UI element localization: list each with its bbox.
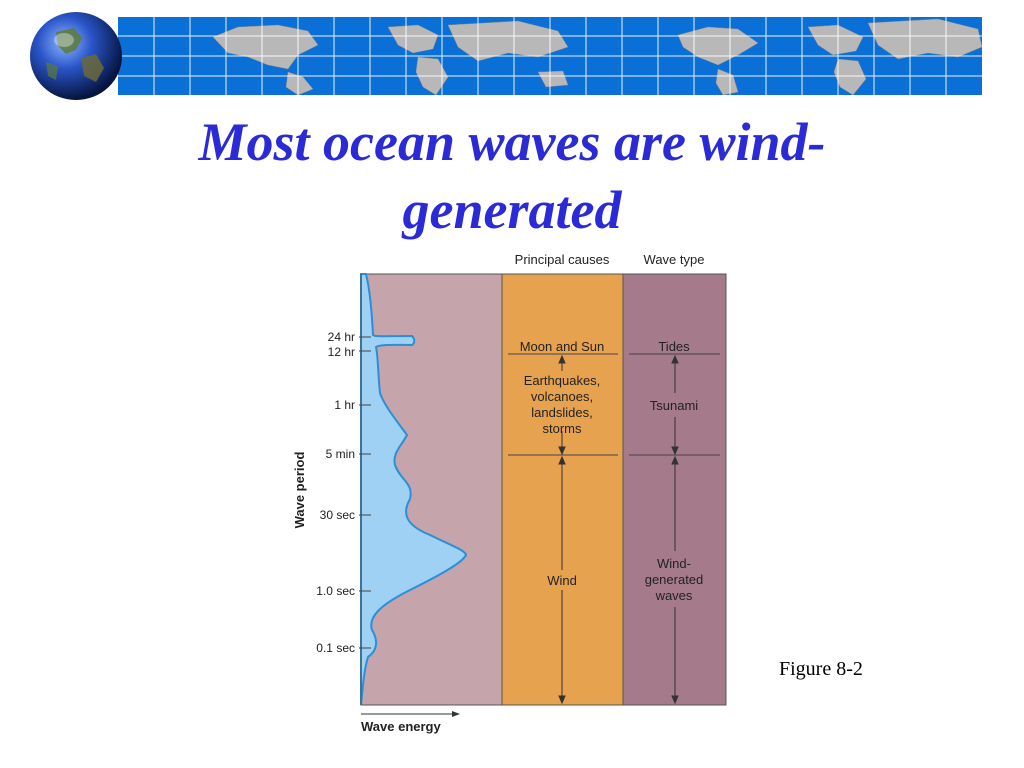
- tick-label-24hr: 24 hr: [328, 330, 355, 344]
- cause-geo-line-3: landslides,: [531, 405, 592, 420]
- wave-energy-arrow: [361, 711, 460, 717]
- tick-label-0-1sec: 0.1 sec: [316, 641, 355, 655]
- causes-arrows: [558, 354, 566, 705]
- cause-wind: Wind: [547, 573, 577, 588]
- slide-title-line-2: generated: [402, 180, 622, 240]
- wavetype-arrows: [671, 354, 679, 705]
- world-map-icon: [118, 17, 982, 95]
- wavetype-wind-line-1: Wind-: [657, 556, 691, 571]
- slide-title-line-1: Most ocean waves are wind-: [198, 112, 826, 172]
- wavetype-tides: Tides: [658, 339, 690, 354]
- x-axis-label: Wave energy: [361, 719, 441, 734]
- wave-period-diagram: Principal causes Wave type Moon and Sun …: [280, 245, 740, 745]
- tick-label-1-0sec: 1.0 sec: [316, 584, 355, 598]
- tick-label-1hr: 1 hr: [334, 398, 355, 412]
- tick-label-5min: 5 min: [326, 447, 355, 461]
- period-tick-marks: [359, 336, 371, 649]
- header-wave-type: Wave type: [644, 252, 705, 267]
- world-map-banner: [118, 17, 982, 95]
- figure-caption: Figure 8-2: [779, 658, 863, 680]
- wavetype-tsunami: Tsunami: [650, 398, 699, 413]
- wavetype-wind-line-3: waves: [655, 588, 693, 603]
- wavetype-wind-line-2: generated: [645, 572, 704, 587]
- cause-geo-line-4: storms: [543, 421, 583, 436]
- cause-moon-sun: Moon and Sun: [520, 339, 605, 354]
- header-principal-causes: Principal causes: [515, 252, 610, 267]
- tick-label-30sec: 30 sec: [320, 508, 355, 522]
- cause-geo-line-1: Earthquakes,: [524, 373, 601, 388]
- y-axis-label: Wave period: [292, 452, 307, 529]
- cause-geo-line-2: volcanoes,: [531, 389, 593, 404]
- wave-energy-curve: [360, 273, 468, 706]
- slide-title: Most ocean waves are wind- generated: [80, 108, 944, 244]
- earth-globe-icon: [26, 10, 126, 102]
- tick-label-12hr: 12 hr: [328, 345, 355, 359]
- wave-period-diagram-svg: Principal causes Wave type Moon and Sun …: [292, 252, 727, 734]
